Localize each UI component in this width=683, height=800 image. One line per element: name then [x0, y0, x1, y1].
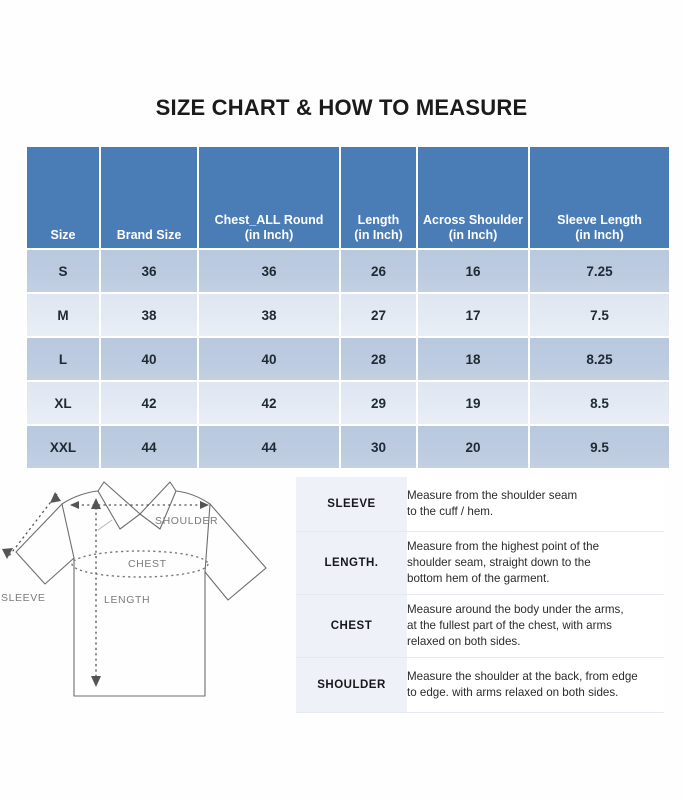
measure-label-chest: CHEST — [296, 594, 407, 658]
cell-brand-size: 36 — [99, 248, 199, 294]
measure-desc-line: Measure from the highest point of the — [407, 540, 600, 553]
table-row: SHOULDER Measure the shoulder at the bac… — [296, 657, 664, 713]
cell-size: S — [25, 248, 101, 294]
cell-length: 26 — [339, 248, 418, 294]
column-header-chest-line1: Chest_ALL Round — [214, 213, 324, 227]
shirt-measurement-diagram: SHOULDER CHEST SLEEVE LENGTH — [0, 468, 292, 703]
measure-desc-line: to edge. with arms relaxed on both sides… — [407, 686, 619, 699]
measure-desc-line: at the fullest part of the chest, with a… — [407, 619, 612, 632]
measure-desc-length: Measure from the highest point of the sh… — [407, 531, 664, 595]
size-chart-header-row: Size Brand Size Chest_ALL Round (in Inch… — [25, 147, 671, 250]
cell-sleeve: 8.5 — [528, 380, 671, 426]
table-row: CHEST Measure around the body under the … — [296, 594, 664, 658]
diagram-label-length: LENGTH — [104, 594, 150, 606]
measure-desc-line: Measure the shoulder at the back, from e… — [407, 670, 638, 683]
cell-chest: 42 — [197, 380, 341, 426]
cell-brand-size: 44 — [99, 424, 199, 470]
measure-label-sleeve: SLEEVE — [296, 477, 407, 532]
column-header-chest: Chest_ALL Round (in Inch) — [197, 147, 341, 250]
column-header-sleeve-length-line1: Sleeve Length — [557, 213, 642, 227]
page-title: SIZE CHART & HOW TO MEASURE — [155, 95, 528, 120]
how-to-measure-table-container: SLEEVE Measure from the shoulder seam to… — [296, 477, 666, 713]
cell-sleeve: 8.25 — [528, 336, 671, 382]
cell-sleeve: 9.5 — [528, 424, 671, 470]
column-header-sleeve-length-line2: (in Inch) — [575, 228, 624, 242]
cell-brand-size: 42 — [99, 380, 199, 426]
table-row: XXL 44 44 30 20 9.5 — [25, 424, 671, 470]
measure-desc-shoulder: Measure the shoulder at the back, from e… — [407, 657, 664, 713]
table-row: XL 42 42 29 19 8.5 — [25, 380, 671, 426]
diagram-label-sleeve: SLEEVE — [1, 592, 45, 604]
table-row: LENGTH. Measure from the highest point o… — [296, 531, 664, 595]
measure-desc-line: to the cuff / hem. — [407, 505, 494, 518]
column-header-brand-size-line1: Brand Size — [116, 228, 182, 242]
shoulder-arrow-head-left — [70, 501, 79, 509]
column-header-length-line1: Length — [357, 213, 400, 227]
size-chart-table-container: Size Brand Size Chest_ALL Round (in Inch… — [25, 147, 671, 470]
cell-sleeve: 7.5 — [528, 292, 671, 338]
table-row: L 40 40 28 18 8.25 — [25, 336, 671, 382]
column-header-length: Length (in Inch) — [339, 147, 418, 250]
chest-measure-ellipse — [71, 550, 209, 578]
cell-length: 28 — [339, 336, 418, 382]
column-header-length-line2: (in Inch) — [354, 228, 403, 242]
column-header-across-shoulder-line1: Across Shoulder — [422, 213, 524, 227]
measure-desc-line: bottom hem of the garment. — [407, 572, 550, 585]
column-header-size-line1: Size — [50, 228, 76, 242]
cell-brand-size: 40 — [99, 336, 199, 382]
cell-chest: 38 — [197, 292, 341, 338]
cell-chest: 36 — [197, 248, 341, 294]
column-header-brand-size: Brand Size — [99, 147, 199, 250]
measure-desc-chest: Measure around the body under the arms, … — [407, 594, 664, 658]
size-chart-body: S 36 36 26 16 7.25 M 38 38 27 17 7.5 L 4… — [25, 248, 671, 470]
cell-size: L — [25, 336, 101, 382]
cell-size: M — [25, 292, 101, 338]
column-header-size: Size — [25, 147, 101, 250]
diagram-label-chest: CHEST — [128, 558, 167, 570]
column-header-sleeve-length: Sleeve Length (in Inch) — [528, 147, 671, 250]
cell-length: 30 — [339, 424, 418, 470]
measure-desc-line: Measure around the body under the arms, — [407, 603, 624, 616]
column-header-across-shoulder-line2: (in Inch) — [448, 228, 498, 242]
cell-shoulder: 18 — [416, 336, 530, 382]
cell-chest: 44 — [197, 424, 341, 470]
length-arrow-head-top — [91, 498, 101, 509]
cell-chest: 40 — [197, 336, 341, 382]
cell-shoulder: 16 — [416, 248, 530, 294]
column-header-chest-line2: (in Inch) — [244, 228, 294, 242]
diagram-label-shoulder: SHOULDER — [155, 515, 218, 527]
table-row: S 36 36 26 16 7.25 — [25, 248, 671, 294]
measure-label-length: LENGTH. — [296, 531, 407, 595]
cell-shoulder: 17 — [416, 292, 530, 338]
how-to-measure-table: SLEEVE Measure from the shoulder seam to… — [296, 477, 664, 713]
cell-shoulder: 19 — [416, 380, 530, 426]
cell-sleeve: 7.25 — [528, 248, 671, 294]
length-arrow-head-bottom — [91, 676, 101, 687]
cell-shoulder: 20 — [416, 424, 530, 470]
measure-desc-line: relaxed on both sides. — [407, 635, 521, 648]
measure-desc-line: shoulder seam, straight down to the — [407, 556, 591, 569]
cell-size: XL — [25, 380, 101, 426]
size-chart-header-row-group: Size Brand Size Chest_ALL Round (in Inch… — [25, 147, 671, 250]
size-chart-table: Size Brand Size Chest_ALL Round (in Inch… — [25, 147, 671, 470]
measure-desc-line: Measure from the shoulder seam — [407, 489, 578, 502]
cell-size: XXL — [25, 424, 101, 470]
sleeve-arrow-head-top — [50, 492, 61, 503]
shoulder-arrow-head-right — [200, 501, 209, 509]
sleeve-arrow-head-bottom — [2, 548, 13, 559]
measure-label-shoulder: SHOULDER — [296, 657, 407, 713]
table-row: M 38 38 27 17 7.5 — [25, 292, 671, 338]
table-row: SLEEVE Measure from the shoulder seam to… — [296, 477, 664, 532]
column-header-across-shoulder: Across Shoulder (in Inch) — [416, 147, 530, 250]
cell-length: 27 — [339, 292, 418, 338]
cell-brand-size: 38 — [99, 292, 199, 338]
sleeve-measure-arrow — [8, 493, 58, 557]
how-to-measure-body: SLEEVE Measure from the shoulder seam to… — [296, 477, 664, 713]
polo-shirt-icon: SHOULDER CHEST SLEEVE LENGTH — [1, 481, 267, 697]
measure-desc-sleeve: Measure from the shoulder seam to the cu… — [407, 477, 664, 532]
cell-length: 29 — [339, 380, 418, 426]
